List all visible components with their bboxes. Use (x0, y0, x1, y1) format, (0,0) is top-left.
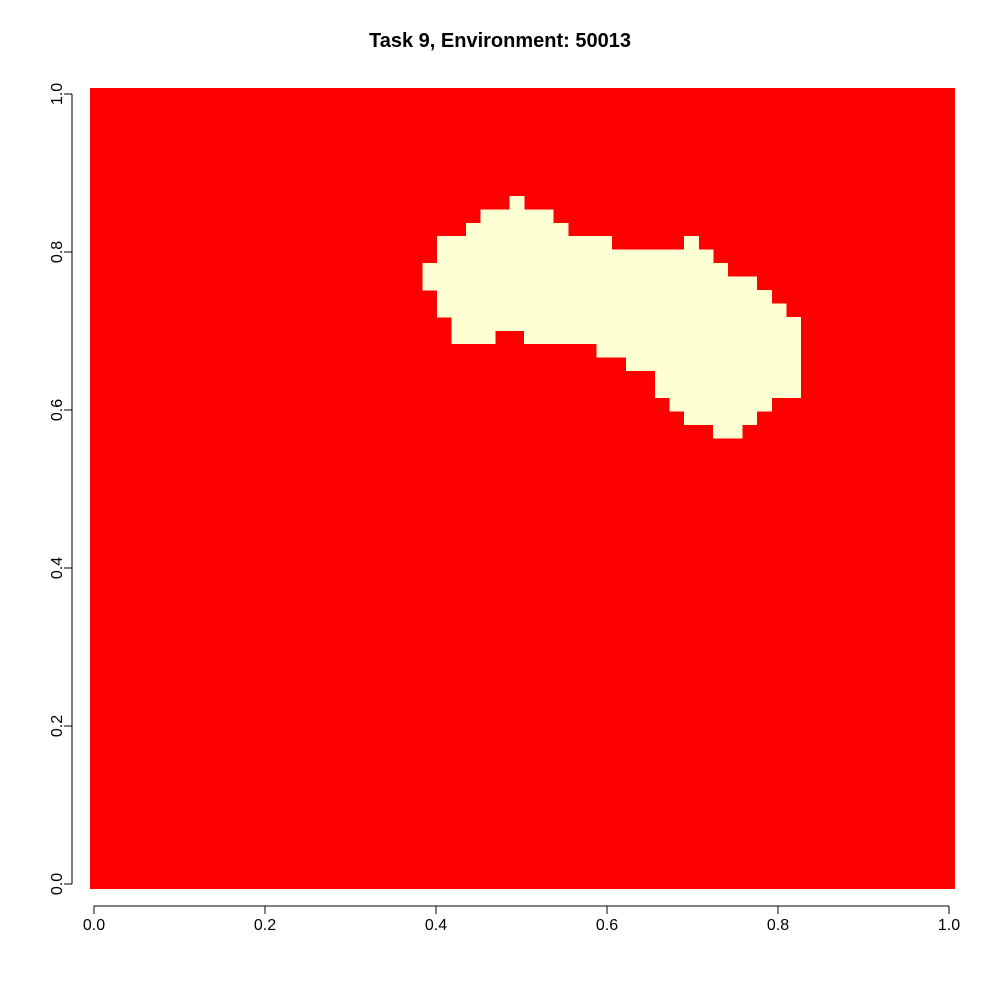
y-tick-label: 0.4 (49, 557, 66, 579)
region-cell (596, 343, 801, 358)
x-tick-label: 0.2 (254, 917, 276, 934)
region-cell (669, 397, 772, 412)
x-tick-label: 0.6 (596, 917, 618, 934)
x-tick-label: 0.4 (425, 917, 447, 934)
region-cell (683, 410, 758, 425)
region-cell (451, 316, 801, 331)
region-cell (436, 289, 772, 304)
region-cell (451, 330, 496, 345)
axes: 0.0 0.2 0.4 0.6 0.8 1.0 0.0 0.2 0.4 0.6 0.8 1.0 (49, 83, 960, 934)
region-cell (480, 209, 554, 224)
y-tick-label: 0.2 (49, 715, 66, 737)
region-cell (524, 330, 801, 345)
region-cell (713, 424, 743, 439)
y-tick-label: 0.6 (49, 399, 66, 421)
y-tick-label: 0.0 (49, 873, 66, 895)
x-tick-label: 1.0 (938, 917, 960, 934)
chart-title: Task 9, Environment: 50013 (369, 30, 631, 52)
region-cell (509, 195, 525, 210)
region-cell (422, 276, 758, 291)
x-tick-label: 0.0 (83, 917, 105, 934)
region-cell (654, 383, 801, 398)
region-cell (683, 236, 700, 251)
region-cell (465, 222, 569, 237)
region-cell (436, 303, 787, 318)
region-cells (422, 195, 801, 439)
region-cell (625, 357, 801, 372)
region-cell (422, 263, 729, 278)
region-cell (654, 370, 801, 385)
x-tick-label: 0.8 (767, 917, 789, 934)
y-tick-label: 0.8 (49, 241, 66, 263)
region-cell (436, 249, 714, 264)
region-cell (436, 236, 612, 251)
y-tick-label: 1.0 (49, 83, 66, 105)
